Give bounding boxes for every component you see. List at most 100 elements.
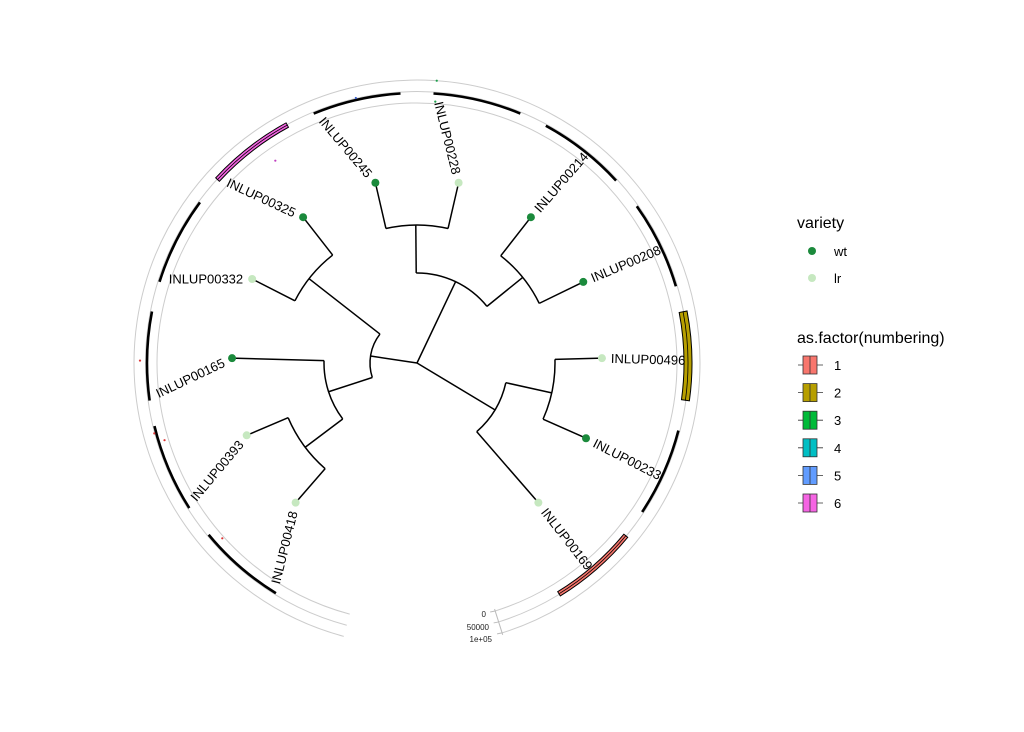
branch-L [370,355,418,364]
branch-R1 [416,281,457,364]
box-INLUP00228 [433,92,521,115]
branch-t245 [374,182,387,229]
tip-label: INLUP00418 [268,510,301,586]
outlier-point [153,432,156,435]
branch-t208 [538,281,584,305]
ring-axis-tick [493,621,499,624]
legend-variety-title: variety [797,215,844,232]
outlier-point [354,96,357,100]
boxplot-ring [133,79,701,637]
tree-branches [232,182,602,504]
ring-axis-tick [497,632,503,635]
tip-point-INLUP00165 [228,354,237,363]
tip-label: INLUP00325 [224,175,298,220]
branch-arc-W [287,417,326,470]
branch-arc-L [369,333,381,378]
branch-S [486,276,524,307]
tip-label: INLUP00332 [169,272,243,287]
branch-t165 [232,357,325,362]
legend-label-6: 6 [834,496,841,511]
branch-arc-R1 [416,272,488,307]
ring-gridline [133,79,701,637]
ring-axis-tick-1e05: 1e+05 [470,635,493,644]
branch-arc-T [385,224,449,230]
tip-label: INLUP00245 [316,114,375,181]
legend-key-wt [808,247,816,255]
tip-point-INLUP00496 [597,354,606,363]
legend-numbering-title: as.factor(numbering) [797,330,945,347]
branch-t418 [295,468,326,504]
tip-label: INLUP00208 [589,242,663,285]
box-median-INLUP00325 [216,124,288,181]
box-INLUP00165 [145,311,154,401]
tip-point-INLUP00214 [526,213,535,222]
branch-D [416,362,496,411]
branch-t233 [542,418,587,439]
tip-point-INLUP00332 [248,275,257,284]
tip-point-INLUP00169 [534,498,543,507]
branch-arc-S [500,255,540,304]
branch-W [304,418,344,448]
outlier-point [138,359,142,362]
ring-gridline [145,91,689,626]
box-INLUP00208 [635,205,678,287]
ring-axis-tick-50000: 50000 [467,623,490,632]
branch-arc-D [476,382,507,433]
outlier-point [434,100,437,103]
branch-t393 [246,417,289,436]
box-INLUP00332 [158,201,202,283]
tip-label: INLUP00169 [538,505,596,573]
legend-label-3: 3 [834,413,841,428]
branch-t169 [476,431,539,504]
tip-point-INLUP00228 [454,178,463,187]
outlier-point [221,537,224,540]
tip-point-INLUP00325 [299,213,308,222]
branch-t496 [554,357,602,361]
tip-point-INLUP00245 [371,178,380,187]
legend-numbering: as.factor(numbering) 1 2 3 4 5 6 [797,330,945,513]
ring-axis: 0 50000 1e+05 [467,610,493,644]
branch-arc-V [323,360,344,420]
box-INLUP00418 [207,533,277,595]
legend-variety: variety wt lr [797,215,847,286]
tip-label: INLUP00393 [187,437,246,504]
tip-point-INLUP00418 [291,498,300,507]
box-median-INLUP00496 [682,311,689,401]
branch-arc-E [542,359,556,420]
legend-label-lr: lr [834,271,842,286]
branch-t332 [251,278,296,302]
branch-t325 [302,216,334,256]
tree-tips: INLUP00496 INLUP00233 INLUP00169 INLUP00418… [154,100,686,585]
tip-label: INLUP00228 [431,100,464,176]
outlier-point [435,79,438,82]
tip-point-INLUP00208 [579,277,588,286]
branch-V [328,376,373,393]
ring-axis-tick-0: 0 [482,610,487,619]
tip-label: INLUP00496 [611,351,686,368]
branch-t228 [447,182,460,229]
branch-t214 [500,216,532,257]
tip-label: INLUP00233 [591,436,664,483]
box-INLUP00245 [313,92,401,115]
legend-label-1: 1 [834,358,841,373]
legend-label-4: 4 [834,441,841,456]
box-INLUP00233 [641,430,680,513]
box-INLUP00393 [153,425,191,509]
tip-label: INLUP00165 [154,355,228,401]
legend-label-2: 2 [834,386,841,401]
box-INLUP00214 [545,124,618,182]
legend-label-wt: wt [833,244,847,259]
outlier-point [274,159,277,162]
tip-point-INLUP00393 [242,431,251,440]
legend-label-5: 5 [834,468,841,483]
legend-key-lr [808,274,816,282]
outlier-point [163,439,166,442]
ring-axis-tick [490,610,496,613]
branch-U [308,278,381,335]
tip-label: INLUP00214 [531,149,591,215]
tip-point-INLUP00233 [582,434,591,443]
box-median-INLUP00169 [558,535,627,595]
branch-arc-U [294,254,334,302]
branch-E [505,381,552,394]
